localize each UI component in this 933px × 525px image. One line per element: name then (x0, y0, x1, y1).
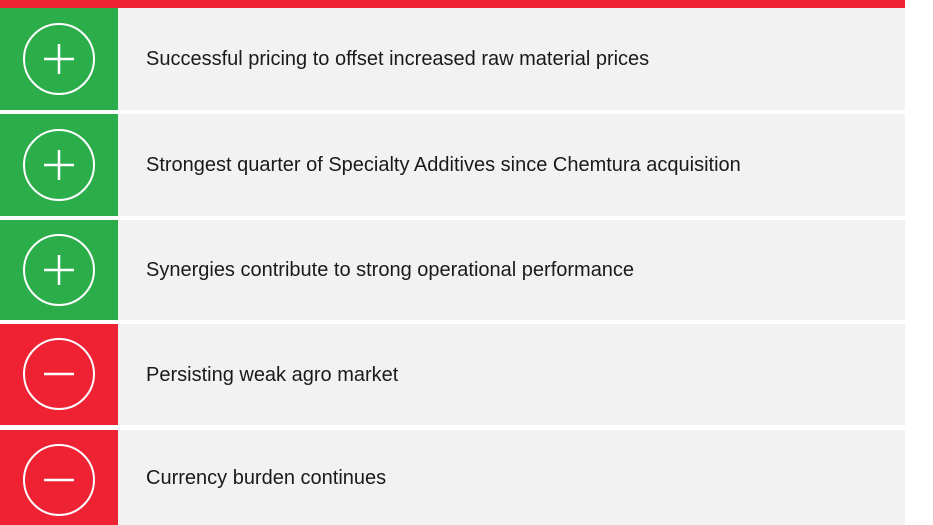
minus-icon (0, 324, 118, 425)
item-text: Synergies contribute to strong operation… (146, 259, 635, 281)
list-item: Successful pricing to offset increased r… (0, 8, 905, 110)
list-item: Currency burden continues (0, 430, 905, 525)
minus-icon (0, 430, 118, 525)
list-item: Synergies contribute to strong operation… (0, 220, 905, 320)
plus-icon (0, 114, 118, 216)
top-bar (0, 0, 905, 8)
item-text: Successful pricing to offset increased r… (146, 48, 650, 70)
item-text: Strongest quarter of Specialty Additives… (146, 154, 741, 176)
plus-icon (0, 220, 118, 320)
list-item: Strongest quarter of Specialty Additives… (0, 114, 905, 216)
list-item: Persisting weak agro market (0, 324, 905, 425)
plus-icon (0, 8, 118, 110)
item-text: Persisting weak agro market (146, 363, 399, 386)
item-text: Currency burden continues (146, 466, 387, 489)
